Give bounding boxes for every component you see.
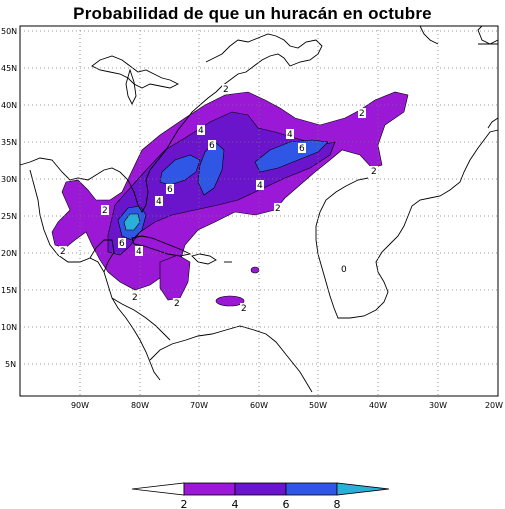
colorbar <box>131 482 390 496</box>
lat-tick-label: 45N <box>1 64 17 73</box>
colorbar-high-arrow <box>336 482 390 496</box>
lon-tick-label: 90W <box>71 401 89 410</box>
contour-label: 2 <box>132 293 138 303</box>
fill-region-6-8-east <box>254 139 329 173</box>
coast-west-africa-edge <box>487 117 499 129</box>
coast-greenland <box>419 25 439 45</box>
contour-label: 6 <box>167 185 173 195</box>
colorbar-label: 4 <box>232 498 239 509</box>
contour-label: 2 <box>223 85 229 95</box>
coast-hispaniola <box>191 253 217 265</box>
lon-tick-label: 50W <box>309 401 327 410</box>
fill-region-2-4-small-east <box>215 295 245 307</box>
contour-label: 4 <box>257 181 263 191</box>
lon-tick-label: 30W <box>429 401 447 410</box>
fill-region-6-8-north <box>159 154 201 186</box>
lon-tick-label: 80W <box>131 401 149 410</box>
lon-tick-label: 70W <box>190 401 208 410</box>
lat-tick-label: 15N <box>1 286 17 295</box>
colorbar-labels: 2 4 6 8 <box>181 498 341 509</box>
contour-label: 2 <box>371 167 377 177</box>
coast-iberia <box>477 25 499 45</box>
colorbar-label: 6 <box>283 498 290 509</box>
graticule <box>20 26 498 396</box>
contour-label: 6 <box>299 144 305 154</box>
coast-mexico <box>29 169 161 381</box>
coastlines <box>19 25 499 393</box>
colorbar-segment-4-6 <box>234 482 287 496</box>
contour-labels: 2 2 2 2 2 2 2 2 2 4 4 4 4 4 6 6 6 6 0 <box>59 84 378 314</box>
coast-north-america <box>19 33 323 213</box>
coast-south-america <box>149 325 313 393</box>
contour-label: 4 <box>136 247 142 257</box>
contour-label: 2 <box>241 304 247 314</box>
lat-tick-label: 25N <box>1 212 17 221</box>
lat-tick-label: 10N <box>1 323 17 332</box>
lon-tick-label: 20W <box>485 401 503 410</box>
lat-tick-label: 5N <box>5 360 16 369</box>
coast-yucatan <box>89 239 115 273</box>
coast-africa <box>315 129 499 319</box>
contour-label: 2 <box>174 299 180 309</box>
lat-tick-label: 50N <box>1 27 17 36</box>
coast-cuba <box>131 235 192 257</box>
contour-label: 4 <box>198 126 204 136</box>
colorbar-label: 8 <box>334 498 341 509</box>
lon-tick-label: 40W <box>369 401 387 410</box>
map-title: Probabilidad de que un huracán en octubr… <box>73 4 432 23</box>
lon-axis: 90W 80W 70W 60W 50W 40W 30W 20W <box>71 401 503 410</box>
lon-tick-label: 60W <box>250 401 268 410</box>
contour-label: 2 <box>359 109 365 119</box>
colorbar-segment-6-8 <box>285 482 338 496</box>
probability-fills <box>51 91 409 307</box>
contour-label: 0 <box>341 265 347 275</box>
contour-label: 4 <box>156 197 162 207</box>
colorbar-low-arrow <box>131 482 185 496</box>
lat-tick-label: 20N <box>1 249 17 258</box>
contour-label: 2 <box>60 247 66 257</box>
lat-tick-label: 30N <box>1 175 17 184</box>
lat-tick-label: 35N <box>1 138 17 147</box>
colorbar-segment-2-4 <box>183 482 236 496</box>
contour-label: 4 <box>287 130 293 140</box>
coast-central-america <box>111 297 171 341</box>
contour-label: 2 <box>275 204 281 214</box>
colorbar-label: 2 <box>181 498 188 509</box>
coast-lake-michigan <box>125 68 137 106</box>
lat-axis: 50N 45N 40N 35N 30N 25N 20N 15N 10N 5N <box>1 27 17 369</box>
fill-region-2-4-small-spot <box>250 266 260 274</box>
contour-label: 2 <box>102 206 108 216</box>
contour-label: 6 <box>119 239 125 249</box>
map-panel: 2 2 2 2 2 2 2 2 2 4 4 4 4 4 6 6 6 6 0 <box>19 25 499 397</box>
contour-label: 6 <box>209 141 215 151</box>
lat-tick-label: 40N <box>1 101 17 110</box>
